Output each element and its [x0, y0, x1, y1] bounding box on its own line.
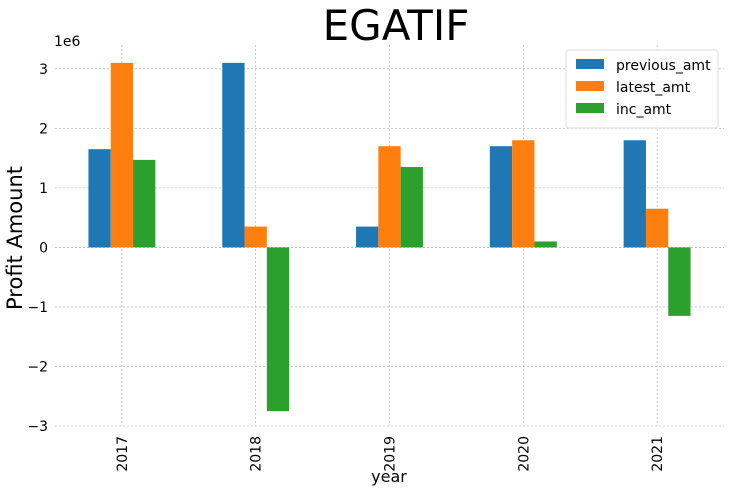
bar-inc_amt-2018: [266, 247, 290, 412]
legend-label-inc_amt: inc_amt: [616, 102, 672, 118]
legend-swatch-inc_amt: [576, 103, 604, 113]
legend-label-previous_amt: previous_amt: [616, 58, 711, 74]
bar-latest_amt-2019: [378, 146, 401, 248]
bar-previous_amt-2020: [489, 146, 513, 248]
bar-previous_amt-2021: [623, 140, 646, 248]
bar-inc_amt-2017: [133, 159, 156, 248]
y-tick-label: 0: [39, 240, 48, 256]
y-tick-label: 2: [39, 121, 48, 137]
bar-inc_amt-2020: [534, 241, 557, 248]
x-tick-label: 2019: [383, 436, 399, 472]
bar-latest_amt-2018: [244, 226, 267, 248]
bar-latest_amt-2020: [512, 140, 535, 248]
x-axis-title: year: [371, 467, 407, 486]
y-axis-ticks: −3 −2 −1 0 1 2 3: [27, 62, 48, 435]
y-axis-title: Profit Amount: [3, 166, 27, 310]
x-tick-label: 2017: [115, 436, 131, 472]
x-axis-ticks: 2017 2018 2019 2020 2021: [115, 436, 666, 472]
bar-latest_amt-2021: [645, 208, 669, 248]
y-tick-label: 3: [39, 62, 48, 78]
bar-previous_amt-2017: [88, 149, 111, 248]
y-tick-label: −1: [27, 300, 48, 316]
legend-label-latest_amt: latest_amt: [616, 80, 691, 96]
bar-inc_amt-2019: [400, 167, 423, 248]
legend: previous_amt latest_amt inc_amt: [565, 49, 719, 129]
x-tick-label: 2018: [249, 436, 265, 472]
legend-swatch-latest_amt: [576, 81, 604, 91]
bars: [88, 62, 691, 412]
x-tick-label: 2020: [516, 436, 532, 472]
y-tick-label: 1: [39, 181, 48, 197]
x-tick-label: 2021: [650, 436, 666, 472]
y-tick-label: −2: [27, 359, 48, 375]
bar-inc_amt-2021: [668, 247, 691, 316]
bar-previous_amt-2018: [222, 62, 245, 248]
y-axis-offset-label: 1e6: [54, 34, 81, 50]
bar-previous_amt-2019: [356, 226, 379, 248]
bar-latest_amt-2017: [110, 62, 134, 248]
chart-title: EGATIF: [323, 1, 470, 50]
y-tick-label: −3: [27, 419, 48, 435]
legend-swatch-previous_amt: [576, 59, 604, 69]
